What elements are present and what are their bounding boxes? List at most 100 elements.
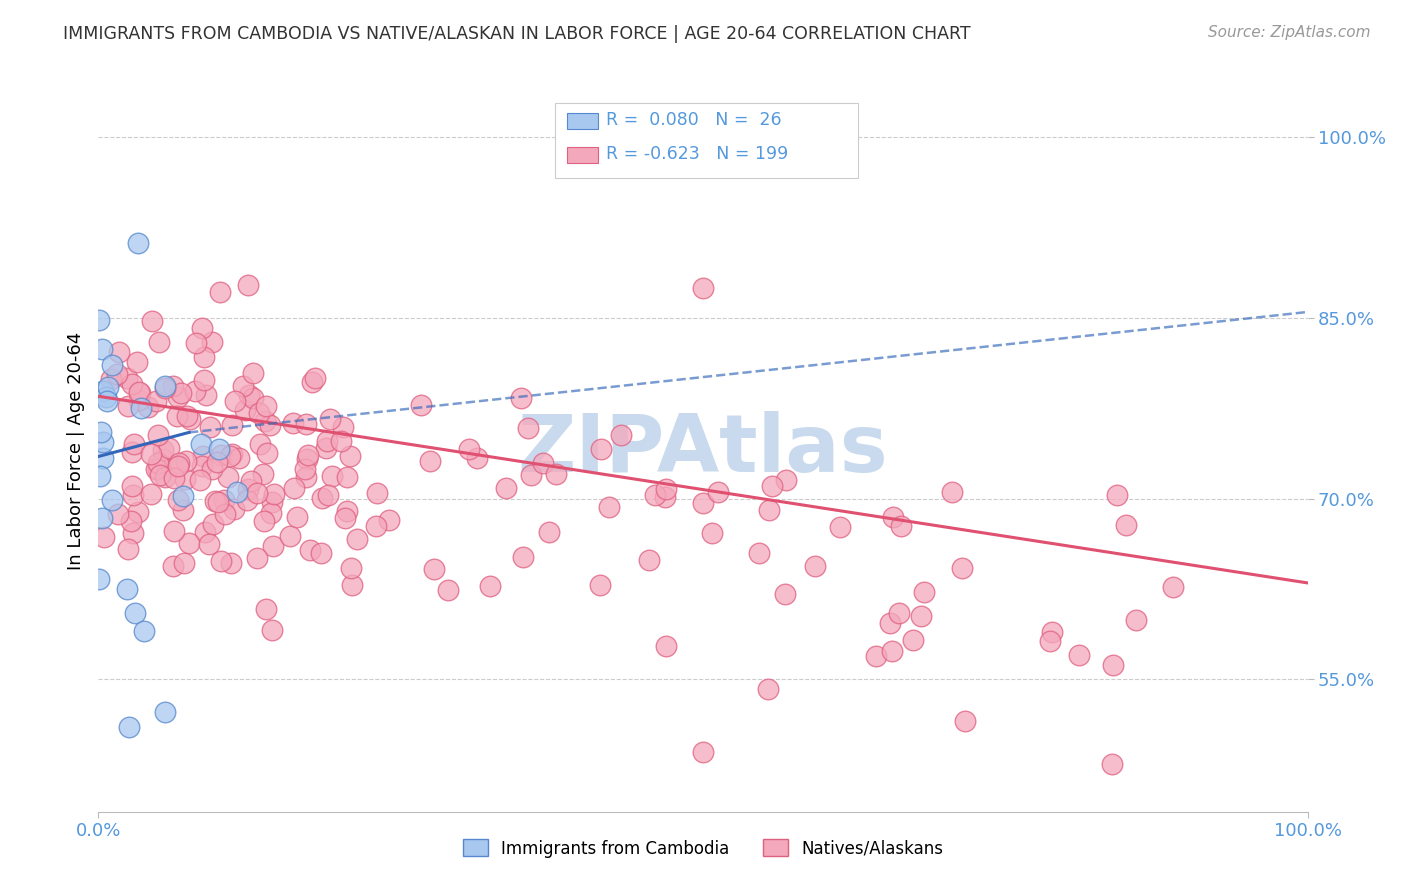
Point <box>152 442 174 457</box>
Point <box>117 542 139 557</box>
Point <box>129 386 152 401</box>
Point <box>121 514 143 528</box>
Point <box>321 469 343 483</box>
Point <box>1069 648 1091 663</box>
Point <box>340 561 363 575</box>
Point <box>97 379 120 393</box>
Point <box>340 578 363 592</box>
Point <box>702 526 724 541</box>
Point <box>153 381 176 395</box>
Point <box>1101 658 1123 673</box>
Point <box>298 542 321 557</box>
Point <box>90 425 112 439</box>
Point <box>509 392 531 406</box>
Point <box>172 489 194 503</box>
Point <box>91 384 114 398</box>
Point <box>170 385 193 400</box>
Point <box>260 495 283 509</box>
Point <box>458 442 481 456</box>
Point <box>108 345 131 359</box>
Point <box>193 450 215 464</box>
Point <box>598 500 620 515</box>
Point <box>208 285 231 300</box>
Point <box>467 451 489 466</box>
Point <box>281 416 304 430</box>
Point <box>177 536 200 550</box>
Point <box>366 485 388 500</box>
Text: IMMIGRANTS FROM CAMBODIA VS NATIVE/ALASKAN IN LABOR FORCE | AGE 20-64 CORRELATIO: IMMIGRANTS FROM CAMBODIA VS NATIVE/ALASK… <box>63 25 972 43</box>
Point <box>654 490 676 504</box>
Point <box>89 468 111 483</box>
Point <box>409 398 432 412</box>
Point <box>91 342 114 356</box>
Point <box>1040 624 1063 639</box>
Point <box>249 437 271 451</box>
Point <box>204 494 226 508</box>
Point <box>91 435 114 450</box>
Point <box>224 394 246 409</box>
Point <box>122 525 145 540</box>
Point <box>242 391 264 405</box>
Point <box>655 639 678 653</box>
Point <box>200 420 222 434</box>
Point <box>233 402 256 417</box>
Point <box>166 409 188 424</box>
Point <box>226 484 249 499</box>
Point <box>218 450 240 464</box>
Point <box>1115 518 1137 533</box>
Point <box>117 582 139 596</box>
Point <box>692 496 714 510</box>
Point <box>190 437 212 451</box>
Point <box>127 236 149 251</box>
Point <box>319 412 342 426</box>
Point <box>262 539 284 553</box>
Point <box>333 511 356 525</box>
Point <box>242 366 264 380</box>
Point <box>184 335 207 350</box>
Point <box>254 399 277 413</box>
Point <box>537 524 560 539</box>
Point <box>153 705 176 719</box>
Point <box>339 449 361 463</box>
Point <box>520 467 543 482</box>
Point <box>950 561 973 575</box>
Point <box>941 485 963 500</box>
Point <box>91 450 114 465</box>
Point <box>378 513 401 527</box>
Point <box>138 401 160 415</box>
Point <box>173 556 195 570</box>
Point <box>146 428 169 442</box>
Point <box>87 313 110 327</box>
Point <box>278 529 301 543</box>
Point <box>259 506 281 520</box>
Point <box>163 470 186 484</box>
Point <box>201 461 224 475</box>
Point <box>146 456 169 470</box>
Point <box>419 454 441 468</box>
Point <box>212 492 235 507</box>
Point <box>1107 488 1129 502</box>
Point <box>232 379 254 393</box>
Point <box>121 478 143 492</box>
Point <box>263 487 285 501</box>
Point <box>692 745 714 759</box>
Point <box>162 379 184 393</box>
Point <box>252 467 274 481</box>
Point <box>1101 756 1123 771</box>
Point <box>176 409 198 424</box>
Point <box>219 556 242 570</box>
Point <box>756 682 779 697</box>
Point <box>193 350 215 364</box>
Point <box>254 414 277 428</box>
Point <box>890 519 912 533</box>
Point <box>90 511 112 525</box>
Point <box>707 485 730 500</box>
Point <box>437 583 460 598</box>
Point <box>423 562 446 576</box>
Point <box>544 467 567 481</box>
Point <box>214 508 236 522</box>
Text: R = -0.623   N = 199: R = -0.623 N = 199 <box>606 145 789 163</box>
Point <box>283 481 305 495</box>
Point <box>93 530 115 544</box>
Point <box>162 559 184 574</box>
